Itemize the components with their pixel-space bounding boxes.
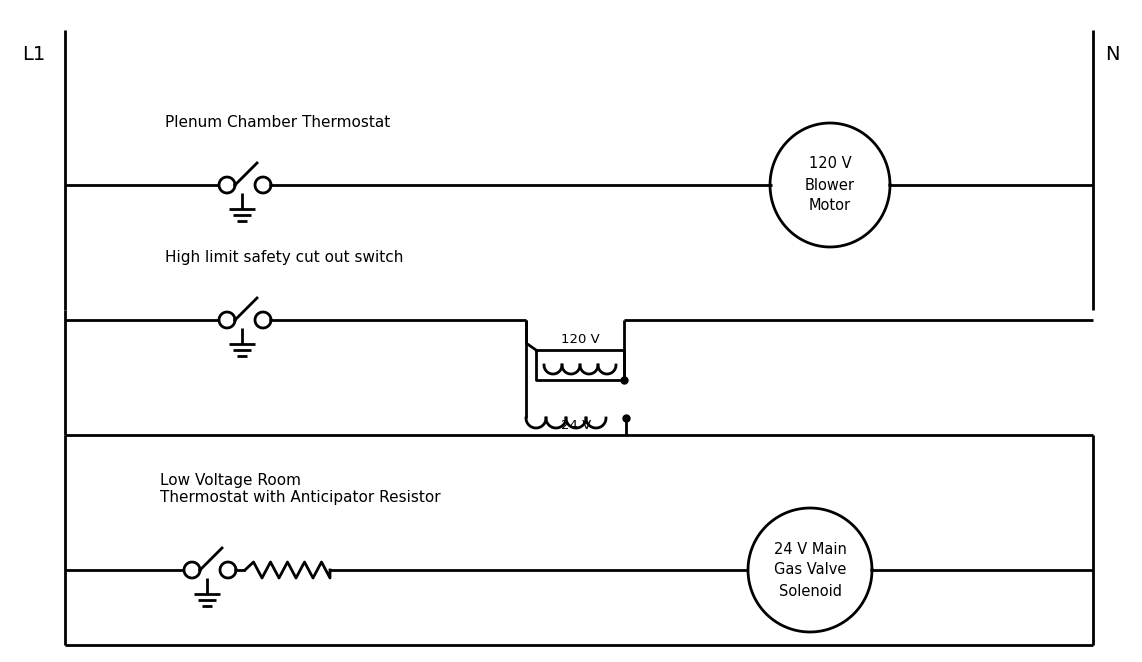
Text: 24 V: 24 V xyxy=(561,419,592,432)
Text: 24 V Main
Gas Valve
Solenoid: 24 V Main Gas Valve Solenoid xyxy=(773,542,846,598)
Text: N: N xyxy=(1105,45,1119,64)
Text: Low Voltage Room
Thermostat with Anticipator Resistor: Low Voltage Room Thermostat with Anticip… xyxy=(160,473,441,505)
Text: 120 V: 120 V xyxy=(561,333,600,346)
Text: L1: L1 xyxy=(22,45,45,64)
Text: 120 V
Blower
Motor: 120 V Blower Motor xyxy=(805,156,855,214)
Text: Plenum Chamber Thermostat: Plenum Chamber Thermostat xyxy=(164,115,391,130)
Text: High limit safety cut out switch: High limit safety cut out switch xyxy=(164,250,403,265)
